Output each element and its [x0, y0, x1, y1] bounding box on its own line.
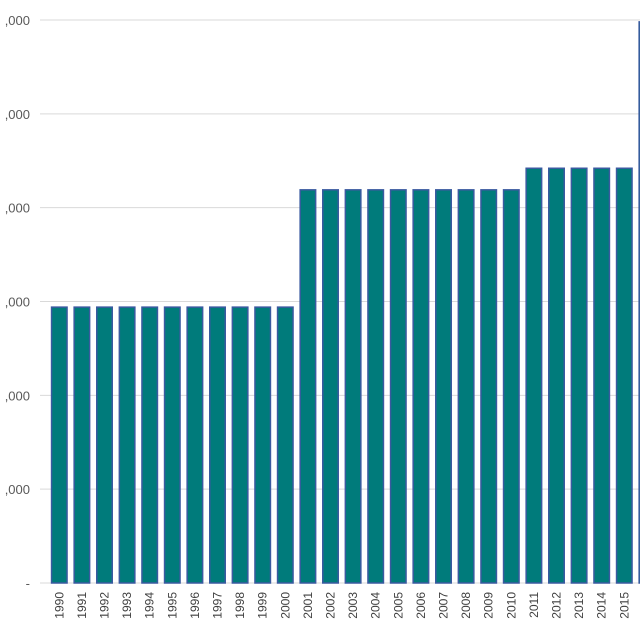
x-tick-label: 2000: [278, 592, 292, 619]
bar-2002: [322, 189, 339, 584]
bar-1996: [186, 306, 204, 584]
x-tick-label: 2001: [301, 592, 315, 619]
x-tick-label: 2013: [572, 592, 586, 619]
bar-1993: [118, 306, 136, 584]
bar-2012: [548, 167, 565, 584]
x-tick-label: 2008: [459, 592, 473, 619]
x-tick-label: 1998: [233, 592, 247, 619]
x-axis-tick-labels: 1990 1991 1992 1993 1994 1995 1996 1997 1998 1999…: [52, 592, 640, 619]
bar-2015: [615, 167, 633, 584]
x-tick-label: 1995: [165, 592, 179, 619]
y-tick-label: ,000: [5, 388, 30, 403]
x-tick-label: 1997: [211, 592, 225, 619]
x-tick-label: 2011: [527, 592, 541, 618]
x-tick-label: 2014: [595, 592, 609, 619]
y-tick-label: ,000: [5, 107, 30, 122]
y-tick-label: ,000: [5, 201, 30, 216]
bar-2008: [457, 189, 475, 584]
x-tick-label: 2009: [482, 592, 496, 619]
x-tick-label: 2005: [391, 592, 405, 619]
x-tick-label: 1990: [52, 592, 66, 619]
x-tick-label: 1996: [188, 592, 202, 619]
bar-2003: [344, 189, 362, 584]
x-tick-label: 2004: [369, 592, 383, 619]
bar-2001: [299, 189, 317, 584]
y-tick-label: ,000: [5, 295, 30, 310]
bar-2006: [412, 189, 430, 584]
y-axis-tick-labels: - ,000 ,000 ,000 ,000 ,000 ,000: [5, 13, 30, 591]
x-tick-label: 2002: [324, 592, 338, 619]
x-tick-label: 2006: [414, 592, 428, 619]
bar-1994: [141, 306, 159, 584]
bar-2011: [525, 167, 543, 584]
y-tick-label: ,000: [5, 482, 30, 497]
y-tick-label: -: [26, 576, 30, 591]
x-tick-label: 2010: [504, 592, 518, 619]
bar-2004: [367, 189, 385, 584]
bar-2013: [570, 167, 588, 584]
bar-1992: [96, 306, 113, 584]
bar-2010: [502, 189, 520, 584]
x-tick-label: 1999: [256, 592, 270, 619]
bar-1999: [254, 306, 272, 584]
bars: [50, 21, 640, 584]
gridlines: [40, 19, 640, 584]
bar-2005: [389, 189, 407, 584]
bar-1990: [50, 306, 68, 584]
x-tick-label: 1993: [120, 592, 134, 619]
bar-2014: [593, 167, 611, 584]
bar-2000: [276, 306, 294, 584]
bar-1991: [73, 306, 91, 584]
x-tick-label: 1994: [143, 592, 157, 619]
bar-2007: [435, 189, 452, 584]
bar-1998: [231, 306, 249, 584]
bar-1997: [209, 306, 226, 584]
x-tick-label: 2003: [346, 592, 360, 619]
x-tick-label: 1992: [98, 592, 112, 619]
x-tick-label: 2012: [550, 592, 564, 619]
bar-2009: [480, 189, 498, 584]
bar-1995: [163, 306, 181, 584]
x-tick-label: 2007: [437, 592, 451, 619]
y-tick-label: ,000: [5, 13, 30, 28]
x-tick-label: 1991: [75, 592, 89, 619]
x-tick-label: 2015: [617, 592, 631, 619]
